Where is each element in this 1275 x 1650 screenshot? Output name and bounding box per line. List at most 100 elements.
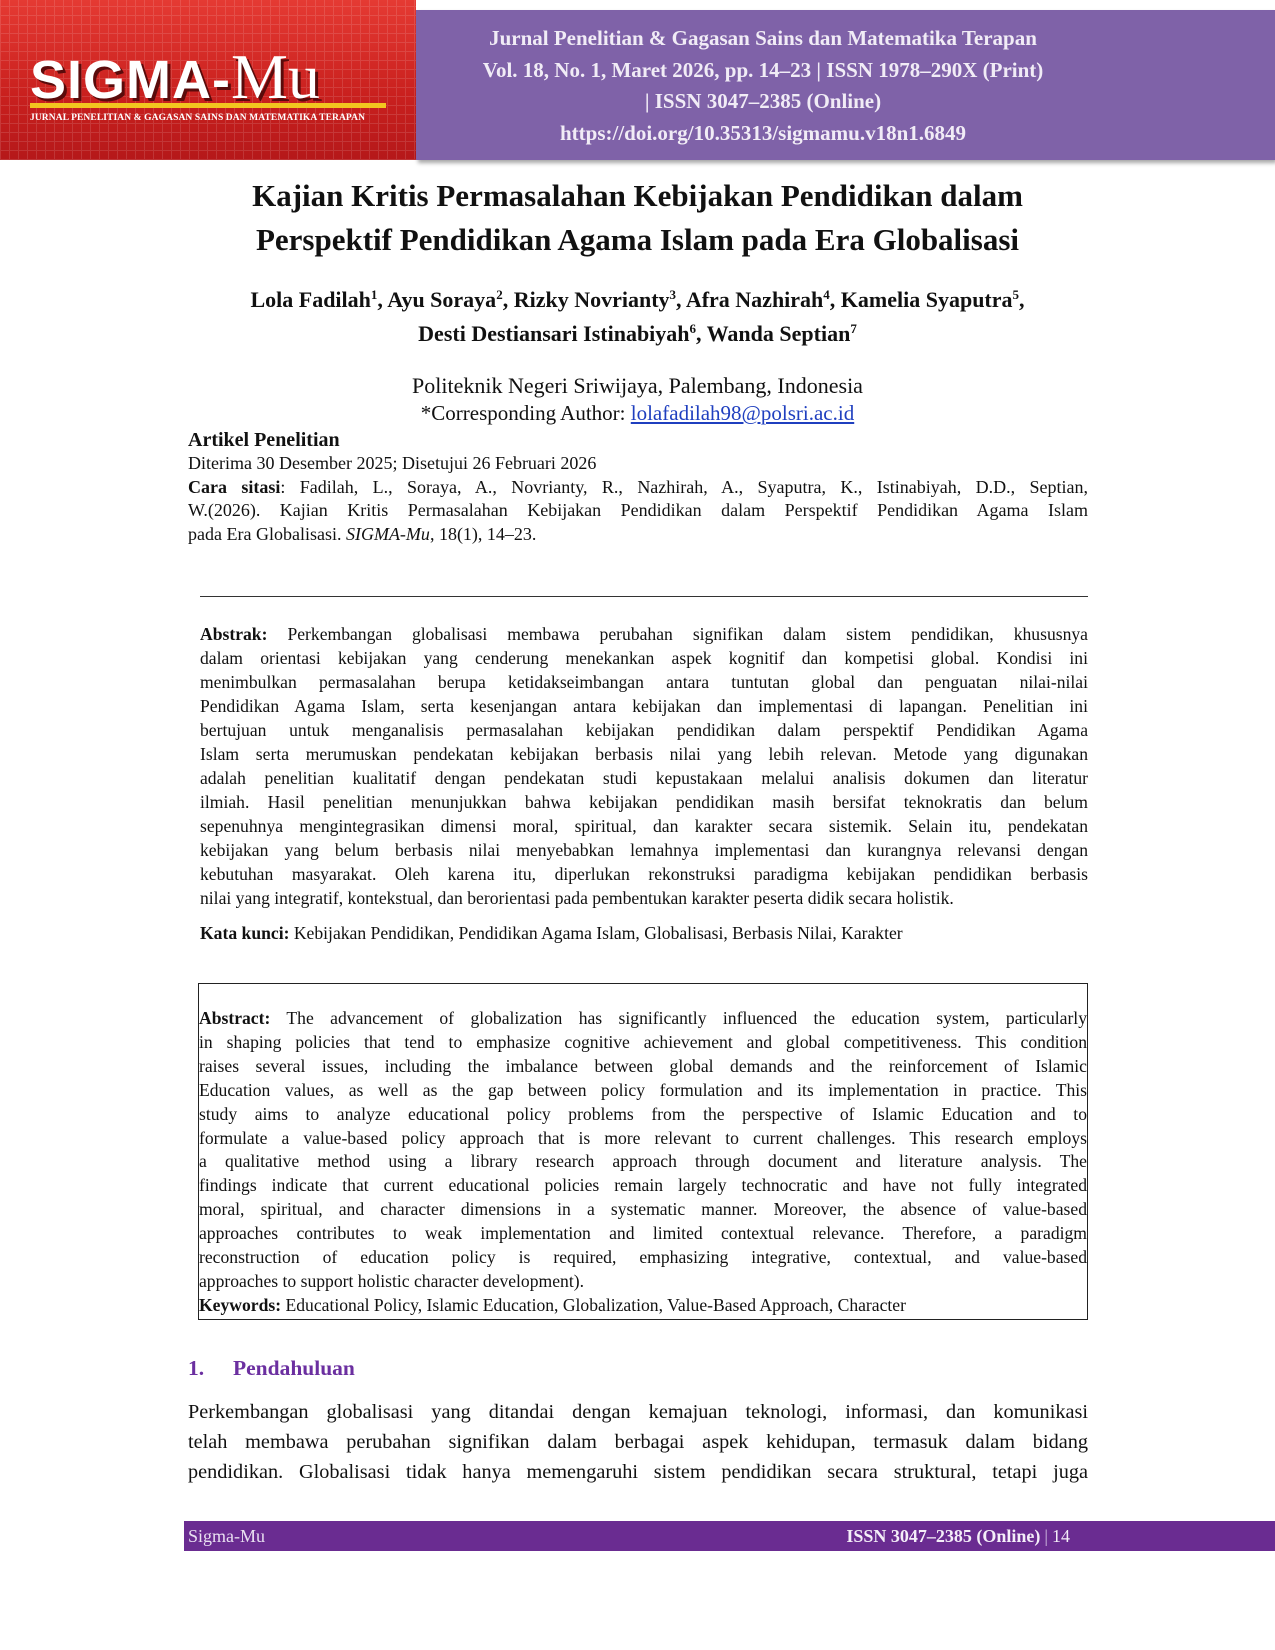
abstract-text: kebijakan yang belum berbasis nilai meny… — [200, 840, 1088, 860]
abstract-line: findings indicate that current education… — [199, 1174, 1087, 1198]
author-separator: , — [1019, 287, 1025, 312]
abstract-line: Abstrak: Perkembangan globalisasi membaw… — [200, 622, 1088, 646]
author-line: Desti Destiansari Istinabiyah6, Wanda Se… — [100, 317, 1175, 351]
authors: Lola Fadilah1, Ayu Soraya2, Rizky Novria… — [100, 283, 1175, 351]
author-separator: , — [676, 287, 686, 312]
abstract-text: dalam orientasi kebijakan yang cenderung… — [200, 648, 1088, 668]
header-line: Vol. 18, No. 1, Maret 2026, pp. 14–23 | … — [482, 57, 1044, 82]
title-line: Kajian Kritis Permasalahan Kebijakan Pen… — [252, 178, 1023, 213]
citation-tail: , 18(1), 14–23. — [429, 523, 537, 544]
corresponding-label: *Corresponding Author: — [420, 401, 626, 425]
author-name: Afra Nazhirah — [685, 287, 824, 312]
abstract-label: Abstract: — [199, 1008, 271, 1028]
keywords-id: Kata kunci: Kebijakan Pendidikan, Pendid… — [200, 921, 1088, 945]
citation-line: Cara sitasi: Fadilah, L., Soraya, A., No… — [188, 476, 1088, 500]
body-line: pendidikan. Globalisasi tidak hanya meme… — [188, 1461, 1088, 1483]
title-line: Perspektif Pendidikan Agama Islam pada E… — [255, 222, 1020, 257]
header-line: Jurnal Penelitian & Gagasan Sains dan Ma… — [489, 26, 1037, 50]
citation-text: pada Era Globalisasi. — [188, 523, 346, 544]
divider — [200, 596, 1088, 597]
abstract-line: menimbulkan permasalahan berupa ketidaks… — [200, 670, 1088, 694]
logo-name-part: SIGMA- — [30, 50, 231, 110]
author-line: Lola Fadilah1, Ayu Soraya2, Rizky Novria… — [100, 283, 1175, 317]
abstract-text: findings indicate that current education… — [199, 1175, 1087, 1196]
abstract-text: Islam serta merumuskan pendekatan kebija… — [200, 744, 1088, 764]
logo-bar — [30, 103, 386, 108]
abstract-line: study aims to analyze educational policy… — [199, 1103, 1087, 1127]
article-title: Kajian Kritis Permasalahan Kebijakan Pen… — [100, 174, 1175, 262]
author-name: Kamelia Syaputra — [840, 287, 1013, 312]
body-line: Perkembangan globalisasi yang ditandai d… — [188, 1401, 1088, 1423]
abstract-text: sepenuhnya mengintegrasikan dimensi mora… — [200, 816, 1088, 836]
logo-subtitle: JURNAL PENELITIAN & GAGASAN SAINS DAN MA… — [30, 113, 366, 123]
citation-label: Cara sitasi — [188, 476, 281, 497]
affiliation: Politeknik Negeri Sriwijaya, Palembang, … — [412, 373, 863, 398]
footer-issn: ISSN 3047–2385 (Online) — [846, 1526, 1041, 1546]
abstract-text: adalah penelitian kualitatif dengan pend… — [200, 768, 1088, 788]
abstract-text: menimbulkan permasalahan berupa ketidaks… — [200, 672, 1088, 692]
abstract-label: Abstrak: — [200, 624, 268, 644]
author-separator: , — [829, 287, 841, 312]
abstract-line: kebijakan yang belum berbasis nilai meny… — [200, 838, 1088, 862]
affiliation-mark: 4 — [823, 287, 830, 302]
abstract-text: Perkembangan globalisasi membawa perubah… — [267, 624, 1088, 644]
affiliation-mark: 2 — [496, 287, 503, 302]
keywords: Educational Policy, Islamic Education, G… — [281, 1294, 906, 1315]
footer-separator: | — [1044, 1526, 1048, 1546]
author-separator: , — [502, 287, 514, 312]
abstract-text: study aims to analyze educational policy… — [199, 1103, 1087, 1124]
affiliation-mark: 1 — [370, 287, 378, 302]
abstract-id: Abstrak: Perkembangan globalisasi membaw… — [200, 622, 1088, 910]
abstract-line: in shaping policies that tend to emphasi… — [199, 1031, 1087, 1055]
abstract-line: raises several issues, including the imb… — [199, 1055, 1087, 1079]
abstract-text: in shaping policies that tend to emphasi… — [199, 1031, 1087, 1052]
abstract-text: raises several issues, including the imb… — [199, 1055, 1087, 1076]
author-name: Ayu Soraya — [387, 287, 497, 312]
footer-bar — [184, 1521, 1275, 1551]
journal-logo: SIGMA-Mu JURNAL PENELITIAN & GAGASAN SAI… — [0, 0, 416, 160]
email-link[interactable]: lolafadilah98@polsri.ac.id — [630, 401, 855, 425]
abstract-text: Pendidikan Agama Islam, serta kesenjanga… — [200, 696, 1088, 716]
author-name: Lola Fadilah — [250, 287, 371, 312]
body-line: telah membawa perubahan signifikan dalam… — [188, 1431, 1088, 1453]
abstract-line: formulate a value-based policy approach … — [199, 1127, 1087, 1151]
footer-journal: Sigma-Mu — [188, 1526, 266, 1546]
abstract-text: nilai yang integratif, kontekstual, dan … — [200, 888, 954, 908]
abstract-text: bertujuan untuk menganalisis permasalaha… — [200, 720, 1088, 740]
author-name: Rizky Novrianty — [513, 287, 670, 312]
citation-text: : Fadilah, L., Soraya, A., Novrianty, R.… — [280, 476, 1088, 497]
dates: Diterima 30 Desember 2025; Disetujui 26 … — [188, 453, 597, 473]
keywords: Kebijakan Pendidikan, Pendidikan Agama I… — [289, 923, 903, 943]
abstract-box — [198, 983, 1088, 1320]
abstract-text: moral, spiritual, and character dimensio… — [199, 1199, 1087, 1220]
abstract-text: approaches contributes to weak implement… — [199, 1223, 1087, 1244]
affiliation-mark: 3 — [669, 287, 677, 302]
abstract-text: kebutuhan masyarakat. Oleh karena itu, d… — [200, 864, 1088, 884]
page-number: 14 — [1052, 1526, 1070, 1546]
affiliation-mark: 6 — [689, 321, 697, 336]
abstract-en: Abstract: The advancement of globalizati… — [199, 1007, 1087, 1318]
citation-line: pada Era Globalisasi. SIGMA-Mu, 18(1), 1… — [188, 523, 1088, 547]
section-title: Pendahuluan — [233, 1356, 355, 1380]
article-meta: Diterima 30 Desember 2025; Disetujui 26 … — [188, 452, 1088, 546]
author-separator: , — [696, 321, 707, 346]
abstract-line: Pendidikan Agama Islam, serta kesenjanga… — [200, 694, 1088, 718]
article-type: Artikel Penelitian — [188, 429, 340, 451]
author-name: Wanda Septian — [706, 321, 851, 346]
logo-name: SIGMA-Mu — [30, 40, 320, 114]
footer-right: ISSN 3047–2385 (Online) | 14 — [700, 1521, 1070, 1551]
header-text: Jurnal Penelitian & Gagasan Sains dan Ma… — [436, 23, 1090, 149]
abstract-line: Education values, as well as the gap bet… — [199, 1079, 1087, 1103]
abstract-line: approaches to support holistic character… — [199, 1270, 1087, 1294]
abstract-line: kebutuhan masyarakat. Oleh karena itu, d… — [200, 862, 1088, 886]
abstract-line: reconstruction of education policy is re… — [199, 1246, 1087, 1270]
keywords-label: Keywords: — [199, 1294, 282, 1315]
abstract-line: approaches contributes to weak implement… — [199, 1222, 1087, 1246]
abstract-line: adalah penelitian kualitatif dengan pend… — [200, 766, 1088, 790]
header-line: | ISSN 3047–2385 (Online) — [644, 89, 882, 113]
abstract-line: sepenuhnya mengintegrasikan dimensi mora… — [200, 814, 1088, 838]
abstract-line: moral, spiritual, and character dimensio… — [199, 1198, 1087, 1222]
abstract-text: formulate a value-based policy approach … — [199, 1127, 1087, 1148]
